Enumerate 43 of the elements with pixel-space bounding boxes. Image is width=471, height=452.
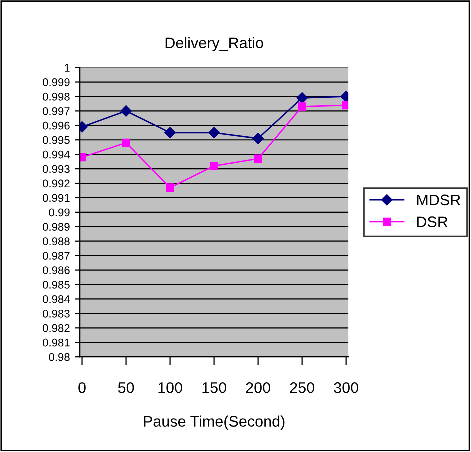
y-tick-label: 0.982 (42, 324, 70, 332)
y-tick-label: 0.997 (42, 107, 70, 116)
legend-label: MDSR (417, 194, 460, 206)
y-tick-label: 0.996 (42, 122, 70, 130)
y-tick-label: 0.984 (42, 295, 70, 304)
point (254, 154, 262, 164)
y-tick-label: 0.986 (42, 266, 70, 274)
x-tick-label: 150 (202, 382, 226, 394)
y-tick-label: 0.99 (49, 208, 70, 217)
y-tick-label: 0.995 (42, 136, 70, 144)
point (122, 138, 130, 148)
x-tick-label: 50 (118, 382, 134, 394)
y-tick-label: 0.992 (42, 180, 70, 188)
x-axis-title: Pause Time(Second) (144, 416, 285, 430)
chart-title: Delivery_Ratio (166, 37, 264, 52)
point (296, 92, 308, 104)
point (166, 184, 174, 192)
y-tick-label: 0.988 (42, 238, 70, 246)
point (164, 127, 176, 138)
legend-label: DSR (417, 216, 448, 228)
y-tick-label: 1 (65, 64, 70, 72)
y-tick-label: 0.993 (42, 165, 70, 174)
y-tick-label: 0.999 (42, 78, 70, 86)
y-tick-label: 0.983 (42, 310, 70, 318)
y-tick-label: 0.991 (42, 194, 70, 202)
point (210, 162, 218, 170)
point (298, 102, 306, 112)
x-tick-label: 200 (246, 382, 270, 394)
y-tick-label: 0.994 (42, 150, 70, 159)
y-tick-label: 0.989 (42, 223, 70, 232)
point (342, 101, 349, 110)
x-tick-label: 250 (290, 382, 314, 394)
y-tick-label: 0.985 (42, 281, 70, 289)
y-tick-label: 0.981 (42, 338, 70, 347)
x-tick-label: 100 (158, 382, 182, 394)
point (120, 106, 132, 117)
y-tick-label: 0.998 (42, 92, 70, 101)
x-tick-label: 300 (334, 382, 358, 394)
y-tick-label: 0.98 (49, 353, 70, 362)
y-tick-label: 0.987 (42, 252, 70, 260)
point (252, 133, 264, 144)
x-tick-label: 0 (78, 382, 86, 394)
point (208, 127, 220, 138)
